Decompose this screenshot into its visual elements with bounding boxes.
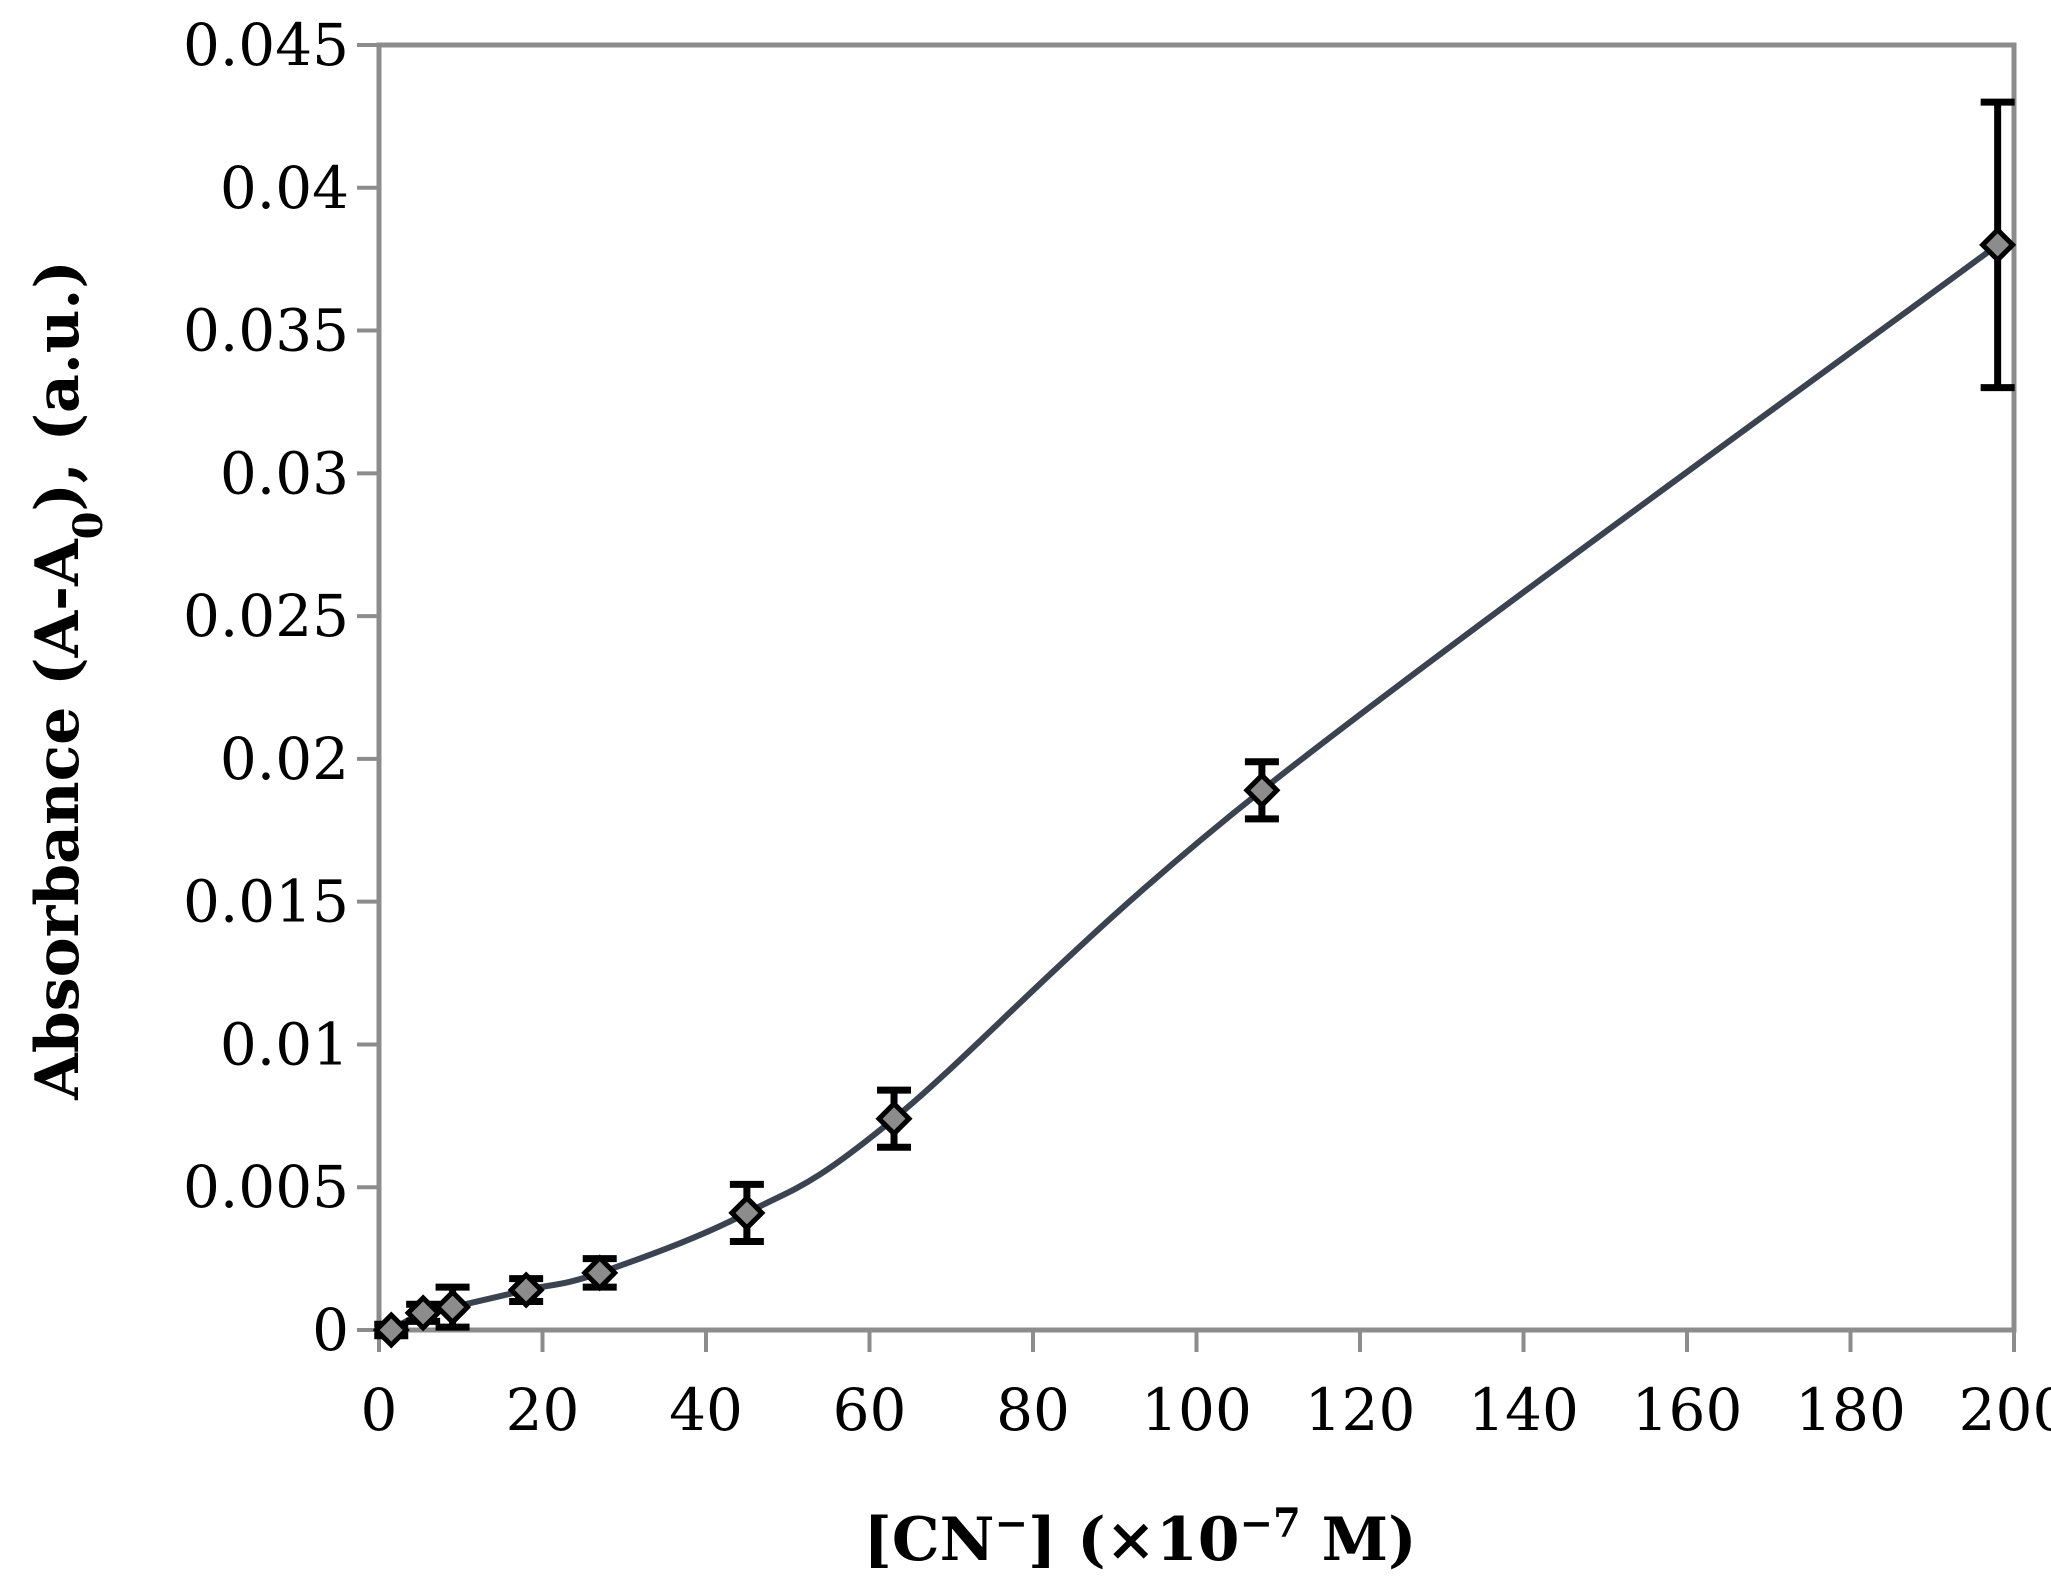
y-tick-label: 0 [312, 1296, 349, 1364]
data-point-marker [1243, 771, 1281, 809]
data-point-marker [372, 1311, 410, 1349]
x-axis-title: [CN−] (×10−7 M) [863, 1500, 1416, 1576]
x-tick-label: 200 [1959, 1376, 2051, 1444]
data-markers [372, 226, 2017, 1349]
y-tick-label: 0.04 [220, 154, 349, 222]
x-tick-label: 20 [506, 1376, 580, 1444]
y-tick-label: 0.03 [220, 439, 349, 507]
plot-frame [376, 42, 2017, 1333]
x-tick-label: 160 [1632, 1376, 1743, 1444]
x-tick-label: 40 [669, 1376, 743, 1444]
y-tick-label: 0.005 [183, 1153, 349, 1221]
x-tick-label: 180 [1795, 1376, 1906, 1444]
error-bars [374, 98, 2015, 1340]
series-line-group [389, 242, 2000, 1333]
x-tick-label: 120 [1305, 1376, 1416, 1444]
y-axis-title: Absorbance (A-A0), (a.u.) [23, 260, 112, 1100]
x-tick-label: 100 [1141, 1376, 1252, 1444]
data-point-marker [875, 1100, 913, 1138]
y-tick-label: 0.025 [183, 582, 349, 650]
x-tick-label: 140 [1468, 1376, 1579, 1444]
data-point-marker [507, 1271, 545, 1309]
y-axis-ticks: 0 0.005 0.01 0.015 0.02 0.025 0.03 0.035 0.04 0.0… [183, 11, 379, 1364]
data-point-marker [1979, 226, 2017, 264]
x-tick-label: 0 [361, 1376, 398, 1444]
x-tick-label: 60 [833, 1376, 907, 1444]
series-line [389, 242, 2000, 1333]
y-tick-label: 0.035 [183, 297, 349, 365]
y-tick-label: 0.045 [183, 11, 349, 79]
x-axis-ticks: 0 20 40 60 80 100 120 140 160 180 200 [361, 1330, 2051, 1444]
data-point-marker [581, 1254, 619, 1292]
data-point-marker [728, 1194, 766, 1232]
x-tick-label: 80 [996, 1376, 1070, 1444]
data-point-marker [434, 1288, 472, 1326]
y-tick-label: 0.02 [220, 725, 349, 793]
y-tick-label: 0.01 [220, 1010, 349, 1078]
plot-area-border [376, 42, 2017, 1333]
y-tick-label: 0.015 [183, 868, 349, 936]
data-point-marker [404, 1294, 442, 1332]
